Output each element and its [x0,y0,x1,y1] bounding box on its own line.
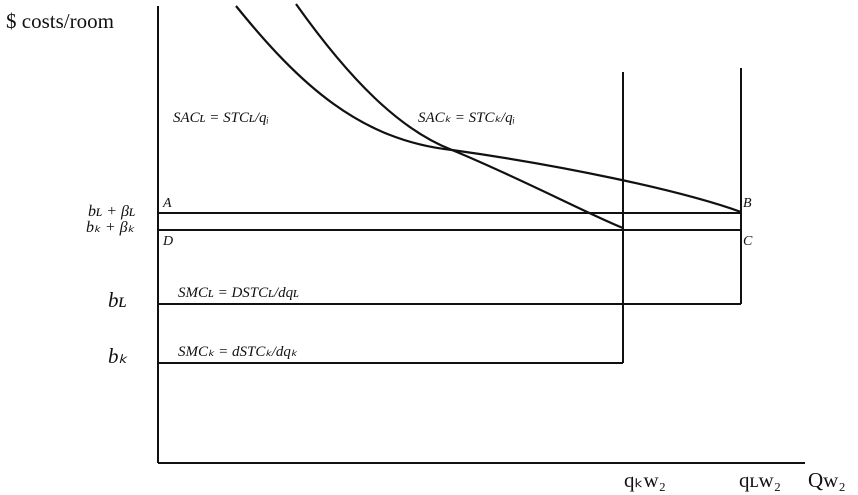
smc-l-label: SMCʟ = DSTCʟ/dqʟ [178,285,299,301]
sac-l-label: SACʟ = STCʟ/qᵢ [173,110,269,126]
point-d-label: D [162,234,173,249]
ytick-bl-plus-betal: bʟ + βʟ [88,203,135,220]
xtick-qk: qₖw₂ [624,468,666,492]
ytick-bl: bʟ [108,288,127,312]
x-axis-end-label: Qw₂ [808,468,846,492]
ytick-bk: bₖ [108,344,129,368]
point-b-label: B [743,196,752,211]
sac-k-label: SACₖ = STCₖ/qᵢ [418,110,515,126]
y-axis-title: $ costs/room [6,9,114,33]
smc-k-label: SMCₖ = dSTCₖ/dqₖ [178,344,298,360]
xtick-ql: qʟw₂ [739,468,781,492]
sac-k-curve [295,3,624,230]
point-c-label: C [743,234,753,249]
sac-l-curve [235,5,742,214]
point-a-label: A [162,196,172,211]
ytick-bk-plus-betak: bₖ + βₖ [86,219,135,236]
